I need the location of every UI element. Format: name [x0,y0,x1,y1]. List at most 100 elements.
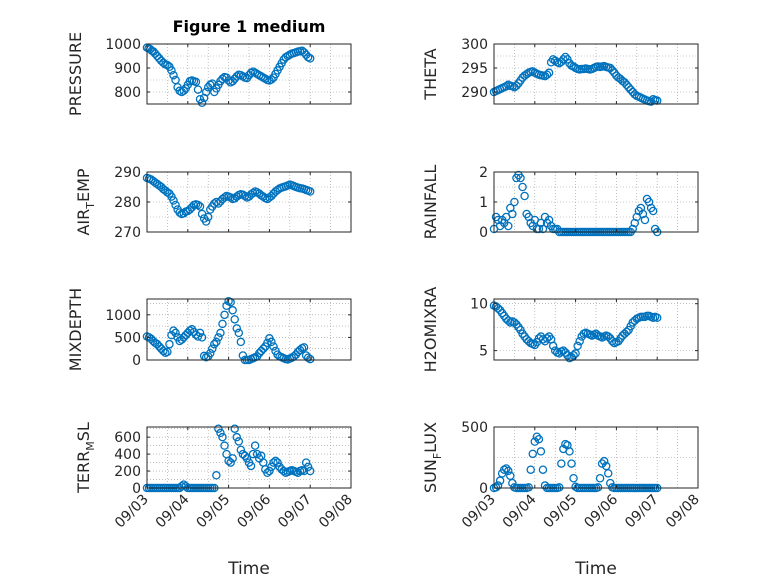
data-point [510,197,519,207]
data-point [569,473,578,483]
data-point [652,313,662,323]
x-tick-label: 09/05 [541,492,581,532]
axes-sun_flux: 09/03 09/04 09/05 09/06 09/07 09/08 0 500 SUNFLU… [421,420,703,579]
y-tick-label: 295 [461,61,488,77]
y-tick-label: 270 [114,225,141,241]
axes-box [146,426,352,489]
data-point [542,70,552,79]
data-point [524,483,533,492]
data-point [240,191,250,201]
data-point [303,462,313,472]
data-point [230,315,239,324]
x-tick-label: 09/07 [622,492,662,532]
data-point [305,466,315,476]
data-point [169,196,178,205]
data-point [212,471,221,480]
axes-air_temp: 270 280 290 AIRTEMP [74,165,352,241]
data-point [191,77,201,87]
data-point [263,338,272,348]
data-point [528,449,538,459]
data-point [508,209,517,219]
x-axis-label: Time [227,559,270,579]
data-point [150,49,160,58]
data-point [565,447,574,456]
data-point [561,52,570,62]
data-point [177,482,186,491]
data-point [165,339,174,349]
data-point [193,85,203,94]
data-point [181,482,191,491]
data-point [538,465,548,474]
data-point [232,432,242,442]
data-point [626,85,635,94]
y-tick-label: 5 [479,344,488,360]
data-point [491,483,501,492]
data-point [248,188,258,198]
data-point [242,454,252,463]
data-point [606,478,615,488]
data-point [230,424,239,433]
data-point [648,206,658,216]
axes-pressure: 800 900 1000 PRESSURE Figure 1 medium [66,17,352,116]
data-point [271,456,280,466]
y-axis-label: THETA [421,48,440,100]
y-axis-label: PRESSURE [66,32,85,116]
data-point [559,55,568,64]
x-tick-label: 09/08 [663,492,703,532]
data-point [267,75,276,84]
data-point [555,483,564,492]
data-point [185,326,195,335]
data-point [620,78,629,87]
x-tick-label: 09/06 [234,491,274,531]
y-tick-label: 1000 [105,37,141,53]
y-tick-label: 0 [132,481,141,497]
y-axis-label: MIXDEPTH [66,288,85,371]
axes-mixdepth: 0 500 1000 MIXDEPTH [66,288,352,371]
data-point [273,458,282,467]
data-point [228,454,237,463]
data-point [218,432,227,442]
data-point [573,341,582,351]
data-point [548,341,558,351]
y-tick-label: 400 [114,447,141,463]
data-point [305,54,315,63]
data-point [305,187,315,196]
axes-rainfall: 0 1 2 RAINFALL [421,165,699,241]
x-tick-label: 09/03 [459,492,499,532]
data-point [520,191,529,201]
y-tick-label: 0 [479,225,488,241]
data-point [504,221,513,231]
y-tick-label: 0 [132,353,141,369]
axes-box [146,298,352,361]
data-point [301,458,311,467]
data-point [195,328,205,338]
data-point [508,478,517,488]
data-point [228,306,237,315]
y-tick-label: 500 [461,420,488,436]
data-point [240,451,250,461]
data-point [218,74,227,84]
data-point [234,437,244,446]
data-point [232,324,242,333]
data-point [197,98,207,108]
data-point [171,200,180,210]
data-point [163,347,172,357]
data-point [232,192,242,201]
data-point [567,459,576,468]
x-tick-label: 09/05 [194,492,234,532]
data-point [504,466,513,476]
data-point [163,60,172,70]
y-axis-label: RAINFALL [421,165,440,240]
data-point [179,209,188,218]
data-point [208,79,217,88]
data-point [303,353,313,362]
data-point [622,80,631,90]
x-axis-label: Time [574,559,617,579]
x-tick-label: 09/04 [153,491,193,531]
data-point [236,337,246,347]
y-tick-label: 600 [114,430,141,446]
x-tick-label: 09/06 [581,491,621,531]
data-point [205,348,215,358]
y-tick-label: 800 [114,85,141,101]
